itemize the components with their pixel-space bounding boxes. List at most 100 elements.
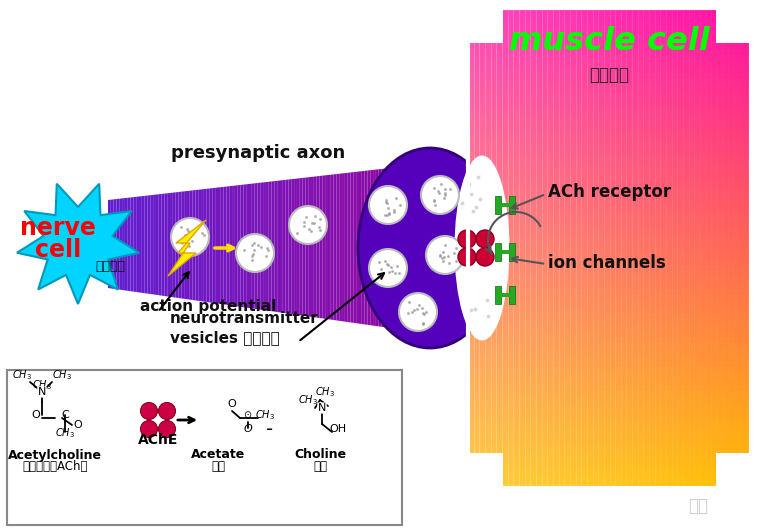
Polygon shape xyxy=(370,170,373,325)
Text: $CH_3$: $CH_3$ xyxy=(12,368,32,382)
Polygon shape xyxy=(291,179,294,314)
Bar xyxy=(683,8,690,488)
Polygon shape xyxy=(142,196,145,293)
Bar xyxy=(468,7,751,15)
Bar xyxy=(672,8,679,488)
Bar xyxy=(480,8,486,488)
Polygon shape xyxy=(351,172,354,323)
Polygon shape xyxy=(235,186,238,306)
Polygon shape xyxy=(187,191,190,299)
Bar xyxy=(468,229,751,237)
Bar xyxy=(468,289,751,297)
Polygon shape xyxy=(184,191,187,299)
Bar xyxy=(509,243,515,261)
Polygon shape xyxy=(269,181,272,311)
Polygon shape xyxy=(125,198,128,291)
Bar xyxy=(468,97,751,105)
Bar xyxy=(468,193,751,201)
Bar xyxy=(468,133,751,141)
Polygon shape xyxy=(178,192,181,298)
Bar xyxy=(468,259,751,267)
Bar xyxy=(468,163,751,171)
Circle shape xyxy=(369,249,407,287)
Bar xyxy=(468,373,751,381)
Bar xyxy=(468,475,751,483)
Bar xyxy=(468,151,751,159)
Text: $CH_3$: $CH_3$ xyxy=(55,426,75,440)
Bar xyxy=(615,8,622,488)
Polygon shape xyxy=(175,192,178,298)
Polygon shape xyxy=(136,197,139,293)
Text: $CH_3$: $CH_3$ xyxy=(298,393,318,407)
Bar xyxy=(509,196,515,214)
Polygon shape xyxy=(173,192,175,298)
Bar xyxy=(468,343,751,351)
Wedge shape xyxy=(466,453,503,490)
Polygon shape xyxy=(162,193,165,296)
Bar xyxy=(468,367,751,375)
Bar xyxy=(706,8,713,488)
Bar xyxy=(468,67,751,75)
Bar xyxy=(468,421,751,429)
Bar xyxy=(468,211,751,219)
Polygon shape xyxy=(168,220,206,276)
Bar xyxy=(593,8,599,488)
Polygon shape xyxy=(145,196,147,294)
Polygon shape xyxy=(362,171,364,324)
Bar xyxy=(531,8,537,488)
Bar xyxy=(468,31,751,39)
Bar xyxy=(468,325,751,333)
Polygon shape xyxy=(303,178,305,316)
Text: 肌肌细胞: 肌肌细胞 xyxy=(589,66,629,84)
Text: Acetylcholine: Acetylcholine xyxy=(8,448,102,462)
Bar xyxy=(468,415,751,423)
Polygon shape xyxy=(167,193,170,297)
Bar xyxy=(468,91,751,99)
Bar xyxy=(490,8,497,488)
Polygon shape xyxy=(379,169,382,327)
Bar xyxy=(468,385,751,393)
Polygon shape xyxy=(139,196,142,293)
Polygon shape xyxy=(336,174,339,321)
Bar xyxy=(468,313,751,321)
Polygon shape xyxy=(252,183,254,309)
Polygon shape xyxy=(359,171,362,324)
Bar xyxy=(604,8,610,488)
Polygon shape xyxy=(288,179,291,314)
Bar xyxy=(468,121,751,129)
Bar xyxy=(632,8,639,488)
Polygon shape xyxy=(325,175,328,319)
Polygon shape xyxy=(201,189,204,302)
Polygon shape xyxy=(244,184,246,307)
Polygon shape xyxy=(339,173,342,321)
Circle shape xyxy=(458,230,476,248)
Bar xyxy=(468,253,751,261)
Bar xyxy=(575,8,582,488)
Bar xyxy=(468,355,751,363)
Bar xyxy=(495,196,501,214)
Text: O: O xyxy=(228,399,236,409)
Bar xyxy=(7,370,402,525)
Polygon shape xyxy=(320,175,323,319)
Bar xyxy=(649,8,656,488)
Text: $CH_3$: $CH_3$ xyxy=(52,368,72,382)
Bar xyxy=(508,8,515,488)
Text: $CH_3$: $CH_3$ xyxy=(315,385,335,399)
Text: ACh receptor: ACh receptor xyxy=(548,183,671,201)
Bar xyxy=(638,8,644,488)
Polygon shape xyxy=(159,194,162,296)
Text: 乙酰胆碱（ACh）: 乙酰胆碱（ACh） xyxy=(22,460,88,473)
Polygon shape xyxy=(254,183,257,309)
Bar xyxy=(468,453,503,488)
Bar xyxy=(468,265,751,273)
Polygon shape xyxy=(221,187,224,304)
Bar xyxy=(700,8,707,488)
Bar xyxy=(509,286,515,304)
Bar xyxy=(468,187,751,195)
Bar xyxy=(468,145,751,153)
Text: $O$: $O$ xyxy=(243,422,254,434)
Polygon shape xyxy=(134,197,136,292)
Polygon shape xyxy=(195,190,198,301)
Bar xyxy=(626,8,633,488)
Text: C: C xyxy=(61,410,69,420)
